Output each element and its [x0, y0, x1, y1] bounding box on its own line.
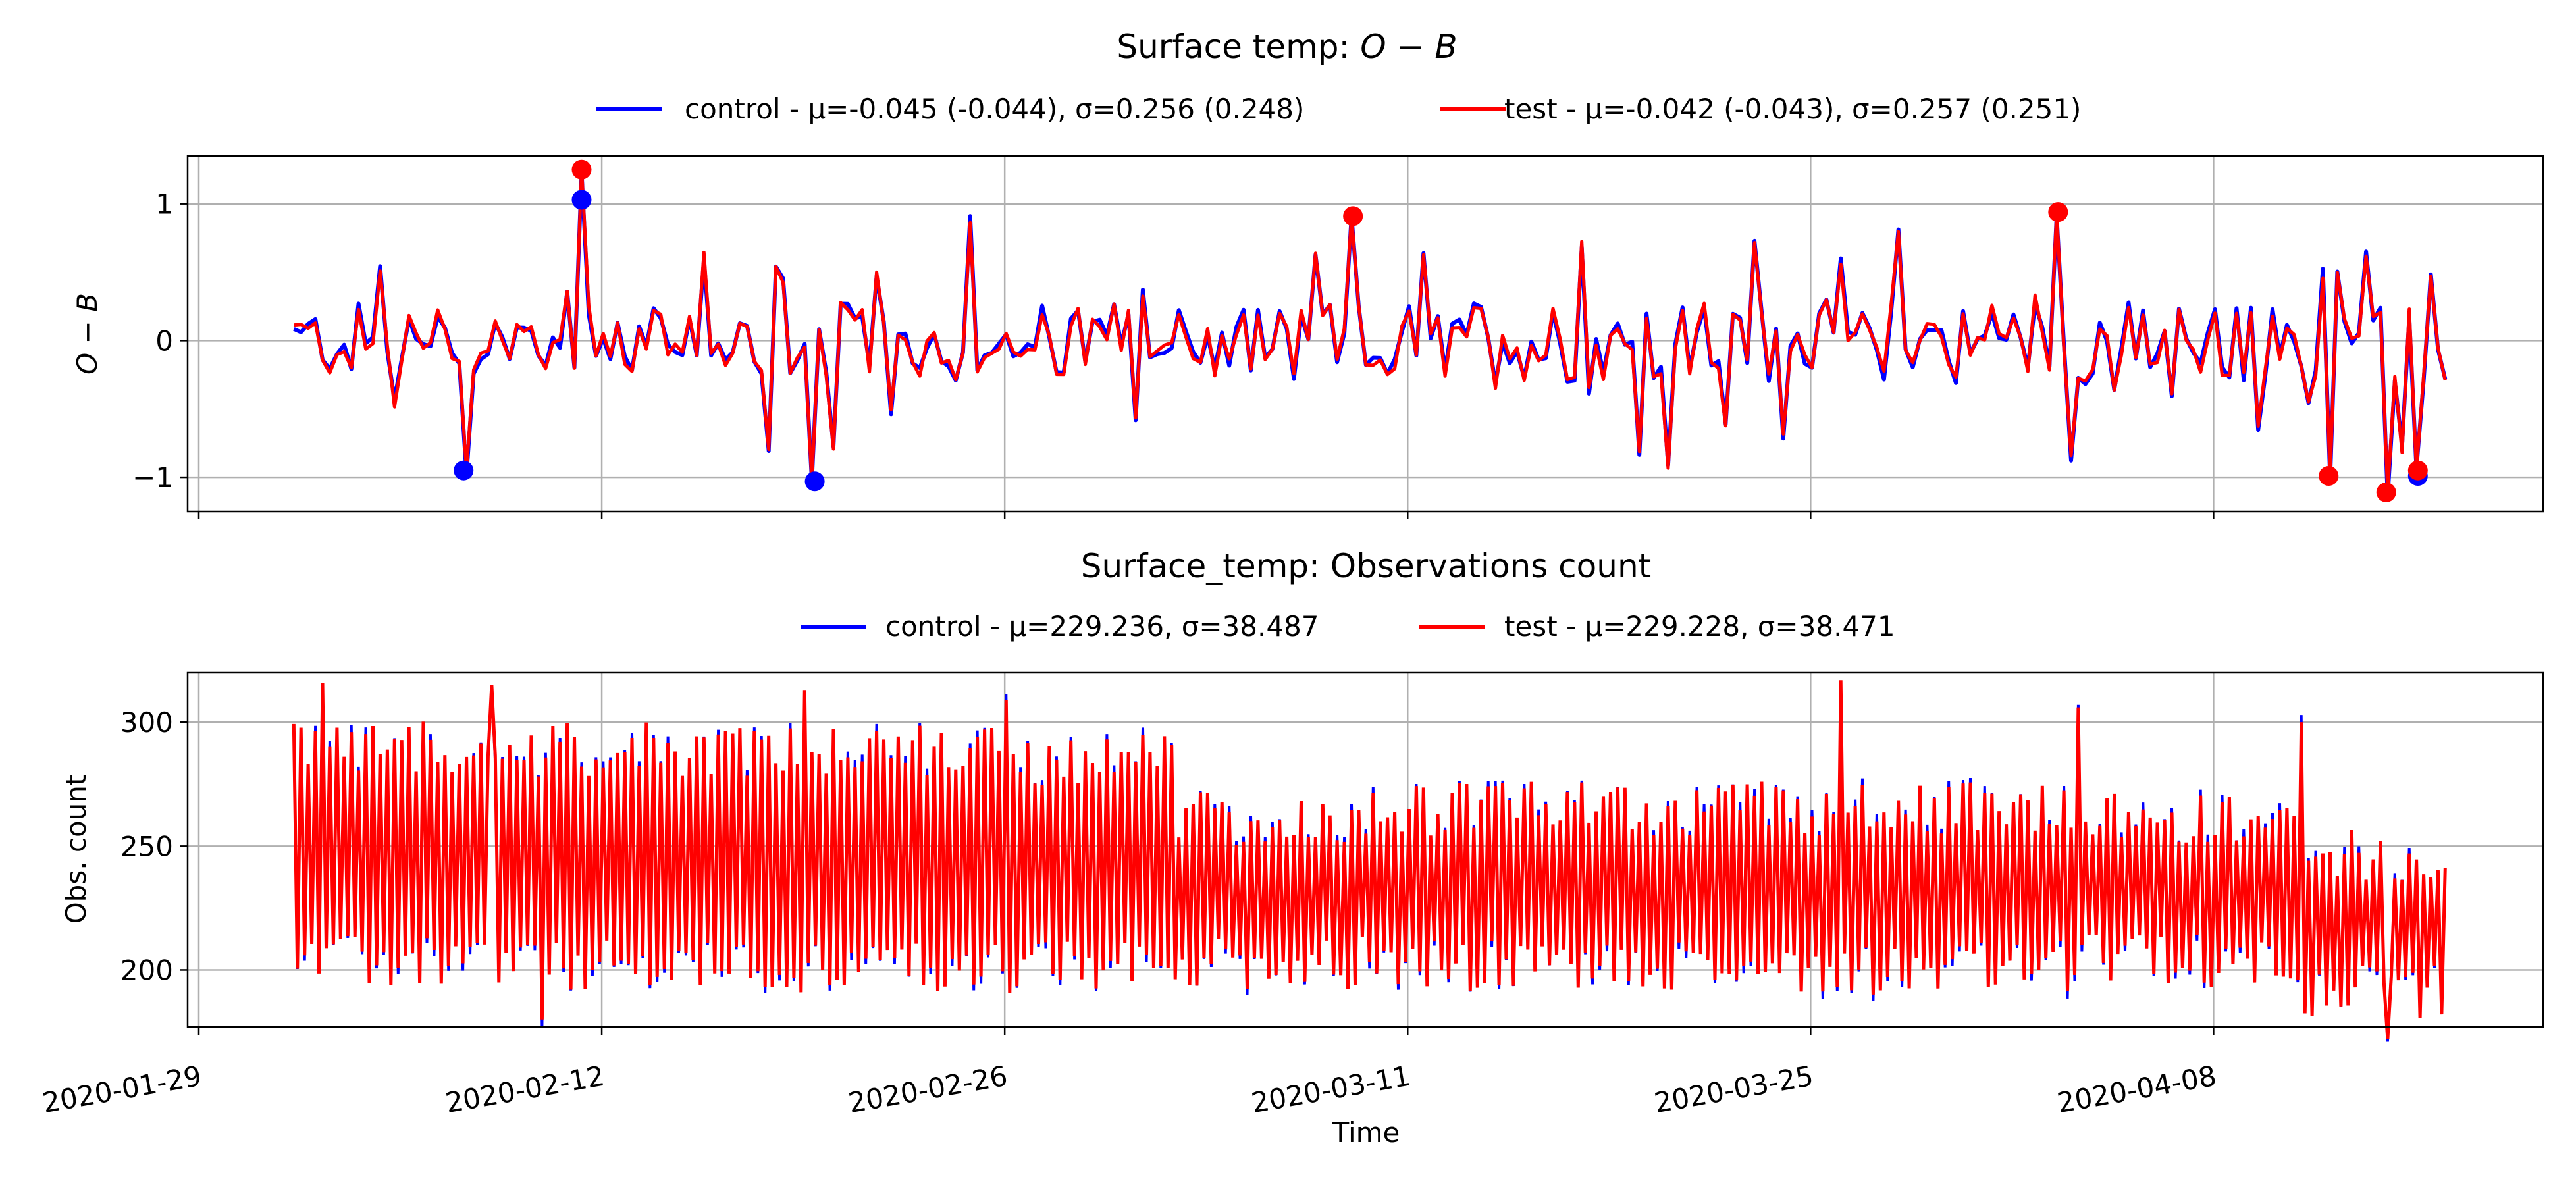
y-tick-label: −1	[132, 461, 173, 494]
legend-control-label: control - μ=229.236, σ=38.487	[885, 610, 1319, 642]
y-tick-label: 300	[120, 706, 173, 739]
outlier-marker-test	[2319, 466, 2339, 486]
panel-omb: Surface temp: O − B control - μ=-0.045 (…	[71, 28, 2544, 519]
x-axis-label: Time	[1332, 1116, 1400, 1149]
panel-omb-frame	[186, 155, 2544, 513]
outlier-marker-test	[571, 159, 592, 180]
y-tick-label: 250	[120, 830, 173, 862]
outlier-marker-control	[571, 190, 592, 210]
panel-count-legend: control - μ=229.236, σ=38.487 test - μ=2…	[801, 610, 1895, 642]
panel-omb-title: Surface temp: O − B	[1117, 28, 1457, 66]
series-test-omb-line	[294, 168, 2447, 494]
outlier-marker-test	[2407, 460, 2428, 481]
panel-count-frame	[186, 671, 2544, 1028]
panel-omb-series	[293, 168, 2448, 500]
panel-count-series	[292, 680, 2447, 1042]
panel-count-title: Surface_temp: Observations count	[1081, 547, 1652, 585]
y-tick-label: 1	[155, 188, 173, 221]
outlier-marker-control	[454, 460, 474, 481]
panel-omb-ylabel: O − B	[71, 293, 103, 375]
legend-control-label: control - μ=-0.045 (-0.044), σ=0.256 (0.…	[685, 93, 1304, 125]
legend-test-label: test - μ=229.228, σ=38.471	[1504, 610, 1895, 642]
outlier-marker-control	[804, 471, 825, 492]
outlier-marker-test	[2376, 482, 2396, 502]
series-test-count-line	[292, 680, 2447, 1039]
outlier-marker-test	[2048, 202, 2068, 222]
panel-omb-ticks: −1 0 1	[132, 188, 2215, 519]
panel-omb-outlier-markers	[454, 159, 2428, 502]
panel-count-ylabel: Obs. count	[60, 775, 92, 924]
y-tick-label: 0	[155, 325, 173, 357]
outlier-marker-test	[1343, 206, 1363, 226]
panel-omb-legend: control - μ=-0.045 (-0.044), σ=0.256 (0.…	[596, 93, 2081, 125]
y-tick-label: 200	[120, 954, 173, 986]
legend-test-label: test - μ=-0.042 (-0.043), σ=0.257 (0.251…	[1504, 93, 2081, 125]
